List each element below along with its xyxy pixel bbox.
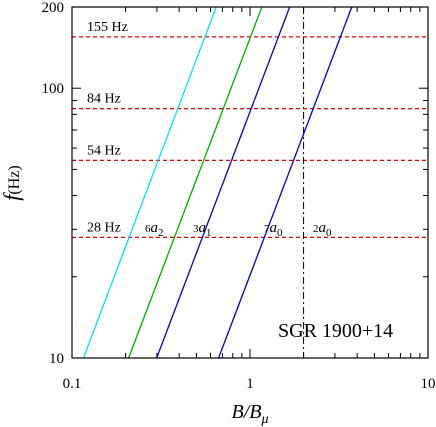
y-axis-label: f(Hz) (0, 165, 24, 200)
source-annotation: SGR 1900+14 (278, 320, 393, 342)
y-tick-label: 100 (42, 81, 65, 97)
x-tick-label: 10 (421, 376, 436, 392)
series-line-2 (156, 7, 291, 358)
plot-border (71, 6, 429, 359)
series-line-0 (82, 7, 217, 358)
series-line-3 (217, 7, 353, 358)
y-tick-label: 200 (42, 0, 65, 16)
x-axis-label: B/Bμ (231, 401, 268, 427)
plot-frame (71, 6, 429, 359)
hline-label-3: 28 Hz (87, 220, 121, 235)
harmonic-frequency-lines (72, 36, 428, 239)
series-line-1 (128, 7, 263, 358)
y-tick-label: 10 (49, 351, 64, 367)
hline-label-2: 54 Hz (87, 143, 121, 158)
series-label-3: 2a0 (313, 220, 332, 239)
x-tick-label: 0.1 (63, 376, 82, 392)
hline-label-1: 84 Hz (87, 92, 121, 107)
series-label-2: 7a0 (264, 220, 283, 239)
mode-curves (82, 7, 353, 358)
axis-ticks (71, 6, 428, 359)
hline-label-0: 155 Hz (87, 20, 128, 35)
x-tick-label: 1 (246, 376, 254, 392)
series-label-1: 3a1 (193, 220, 212, 239)
series-label-0: 6a2 (145, 220, 164, 239)
